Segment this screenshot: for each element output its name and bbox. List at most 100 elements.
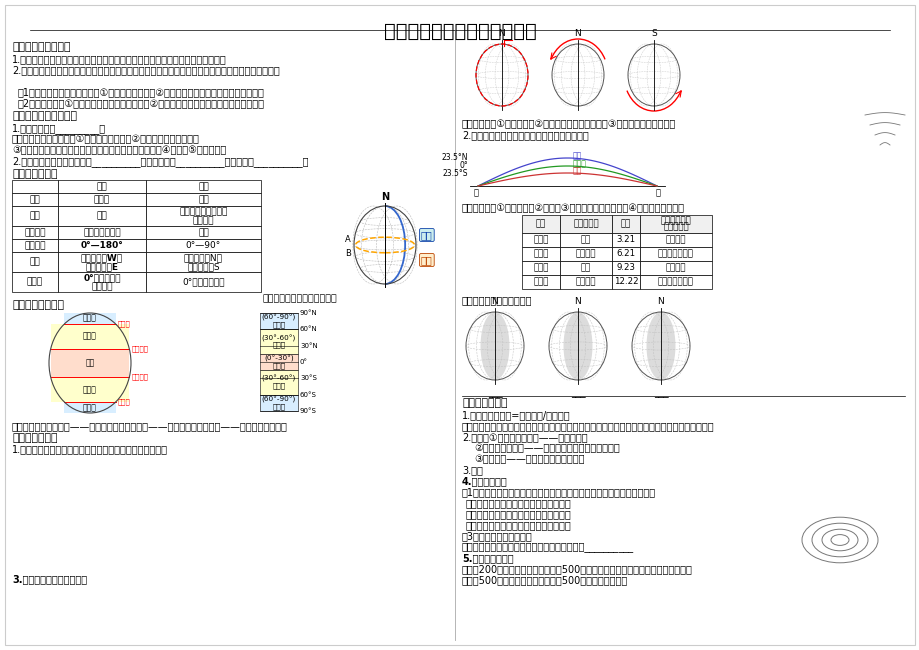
Text: （2）自身条件：①质量、体积适中，存在大气；②日地距离适中，有适宜的温度和液态水。: （2）自身条件：①质量、体积适中，存在大气；②日地距离适中，有适宜的温度和液态水… <box>18 98 265 108</box>
Ellipse shape <box>562 312 592 380</box>
Text: 符号: 符号 <box>29 257 40 266</box>
Text: 2.太阳系八大行星（距离太阳由近及远）：水星一金星一地球一火星一木星一土星一天王星一海王星；: 2.太阳系八大行星（距离太阳由近及远）：水星一金星一地球一火星一木星一土星一天王… <box>12 65 279 75</box>
Text: 春秋分: 春秋分 <box>572 159 585 168</box>
Text: 两极越短: 两极越短 <box>193 216 214 225</box>
Text: 山脊：等高线向低处突出；易发育河流。: 山脊：等高线向低处突出；易发育河流。 <box>466 509 571 519</box>
Text: 冬至: 冬至 <box>572 151 581 160</box>
Text: 平原：200米以下，低面平；高原：500米以上，内平外陡；盆地：中间低四周高；: 平原：200米以下，低面平；高原：500米以上，内平外陡；盆地：中间低四周高； <box>461 564 692 574</box>
Text: 昼最短，夜最长: 昼最短，夜最长 <box>657 278 693 287</box>
Text: B: B <box>345 248 351 257</box>
Text: 南端是南纬S: 南端是南纬S <box>187 262 220 271</box>
Text: 度数范围: 度数范围 <box>24 241 46 250</box>
Bar <box>611 233 640 247</box>
Text: 相互关系: 相互关系 <box>24 228 46 237</box>
Text: 低纬度: 低纬度 <box>272 362 285 369</box>
Text: 经线: 经线 <box>421 230 432 240</box>
Text: 秋分日: 秋分日 <box>533 263 548 272</box>
Text: 0°纬线（赤道）: 0°纬线（赤道） <box>182 278 224 287</box>
Bar <box>58 206 146 226</box>
Text: 南温带: 南温带 <box>83 385 96 395</box>
Text: 三、经线和纬线: 三、经线和纬线 <box>12 169 58 179</box>
Bar <box>146 206 261 226</box>
Text: （1）区分盆地和坦坡：等高线密集，坡度较陡；等高线稀疏，坡度较缓。: （1）区分盆地和坦坡：等高线密集，坡度较陡；等高线稀疏，坡度较缓。 <box>461 487 655 497</box>
Bar <box>12 193 58 206</box>
Text: N: N <box>574 297 581 306</box>
Text: 热带: 热带 <box>85 359 95 367</box>
Text: 平行: 平行 <box>198 228 209 237</box>
Text: 北极圈: 北极圈 <box>118 320 130 328</box>
Text: ___: ___ <box>487 388 502 398</box>
Bar <box>64 402 116 413</box>
Bar <box>58 180 146 193</box>
Text: 东: 东 <box>473 188 479 197</box>
Bar <box>12 239 58 252</box>
Text: 60°N: 60°N <box>300 326 317 332</box>
Text: 夏至日: 夏至日 <box>533 250 548 259</box>
Text: N: N <box>491 297 498 306</box>
Text: A: A <box>345 235 351 244</box>
Bar <box>146 252 261 272</box>
Text: 西: 西 <box>655 188 660 197</box>
Text: 3.图例: 3.图例 <box>461 465 482 475</box>
Text: 注：同一幅等高线地形图上，等高距固定不变。__________: 注：同一幅等高线地形图上，等高距固定不变。__________ <box>461 542 633 552</box>
Bar <box>521 233 560 247</box>
Text: 北端是北纬N，: 北端是北纬N， <box>184 253 222 262</box>
Bar <box>611 275 640 289</box>
Text: 高纬度: 高纬度 <box>272 321 285 328</box>
Text: 6.21: 6.21 <box>616 250 635 259</box>
Bar <box>58 239 146 252</box>
Text: 形状: 形状 <box>29 195 40 204</box>
Text: (30°-60°): (30°-60°) <box>262 335 296 342</box>
Text: 3.地球适宜人类生存的条件: 3.地球适宜人类生存的条件 <box>12 574 87 584</box>
Text: 2.地球的公转：方向：自西向东；周期：一年。: 2.地球的公转：方向：自西向东；周期：一年。 <box>461 130 588 140</box>
Bar <box>146 272 261 292</box>
Text: ___: ___ <box>653 388 667 398</box>
Text: 南极圈: 南极圈 <box>118 398 130 406</box>
Bar <box>560 215 611 233</box>
Text: ②有经纬网的地图——经线指南北，纬线指示东西；: ②有经纬网的地图——经线指南北，纬线指示东西； <box>473 443 619 453</box>
Bar <box>611 215 640 233</box>
Text: 9.23: 9.23 <box>616 263 635 272</box>
Text: 日期: 日期 <box>620 220 630 229</box>
Text: 北温带: 北温带 <box>83 332 96 341</box>
Text: 证明地球是球体的证据：①麦哲伦环球航行；②卫星照片（最直观）；: 证明地球是球体的证据：①麦哲伦环球航行；②卫星照片（最直观）； <box>12 134 199 144</box>
Text: 南回归线: 南回归线 <box>131 374 148 380</box>
Bar <box>12 180 58 193</box>
Bar <box>521 275 560 289</box>
Bar <box>260 330 298 354</box>
Text: 30°S: 30°S <box>300 375 316 382</box>
Text: 起始线: 起始线 <box>27 278 43 287</box>
Text: 半圆弧: 半圆弧 <box>94 195 110 204</box>
Text: 二、地球的形状和大小: 二、地球的形状和大小 <box>12 111 77 121</box>
Text: 南回归线: 南回归线 <box>575 278 596 287</box>
Text: 写下下列三幅图对应的节气: 写下下列三幅图对应的节气 <box>461 295 532 305</box>
Text: 23.5°N: 23.5°N <box>441 153 468 162</box>
Text: 23.5°S: 23.5°S <box>442 168 468 177</box>
Text: ③一般地图——上北下南，左西右东。: ③一般地图——上北下南，左西右东。 <box>473 454 584 464</box>
Text: 春分日: 春分日 <box>533 235 548 244</box>
Bar <box>260 395 298 411</box>
Text: 太阳直射点: 太阳直射点 <box>573 220 598 229</box>
Bar <box>58 193 146 206</box>
Text: N: N <box>657 297 664 306</box>
Text: 西端是西经W，: 西端是西经W， <box>81 253 123 262</box>
Text: 纬线: 纬线 <box>198 182 209 191</box>
Text: （北半球）: （北半球） <box>663 222 688 231</box>
Bar <box>260 354 298 370</box>
Text: 3.21: 3.21 <box>616 235 635 244</box>
Text: 2.描述地球大小：赤道周长约__________；平均半径约__________；表面积约__________。: 2.描述地球大小：赤道周长约__________；平均半径约__________… <box>12 156 308 167</box>
Ellipse shape <box>480 312 509 380</box>
Text: 1.地球的形状：_________；: 1.地球的形状：_________； <box>12 123 106 134</box>
Bar <box>611 247 640 261</box>
Text: 2.方向：①有指向标的地图——指向标北；: 2.方向：①有指向标的地图——指向标北； <box>461 432 587 442</box>
Bar <box>146 226 261 239</box>
Bar <box>12 272 58 292</box>
Text: （3）陡崖：等高线重叠。: （3）陡崖：等高线重叠。 <box>461 531 532 541</box>
Bar <box>146 239 261 252</box>
Text: （1）宇宙环境（外部条件）：①稳定的太阳光照；②八大行星各行其道，安全的宇宙环境；: （1）宇宙环境（外部条件）：①稳定的太阳光照；②八大行星各行其道，安全的宇宙环境… <box>18 87 265 97</box>
Text: (30°-60°): (30°-60°) <box>262 375 296 382</box>
Bar <box>560 247 611 261</box>
Text: 0°—180°: 0°—180° <box>81 241 123 250</box>
Text: 圆圈: 圆圈 <box>198 195 209 204</box>
Text: ___: ___ <box>570 388 584 398</box>
